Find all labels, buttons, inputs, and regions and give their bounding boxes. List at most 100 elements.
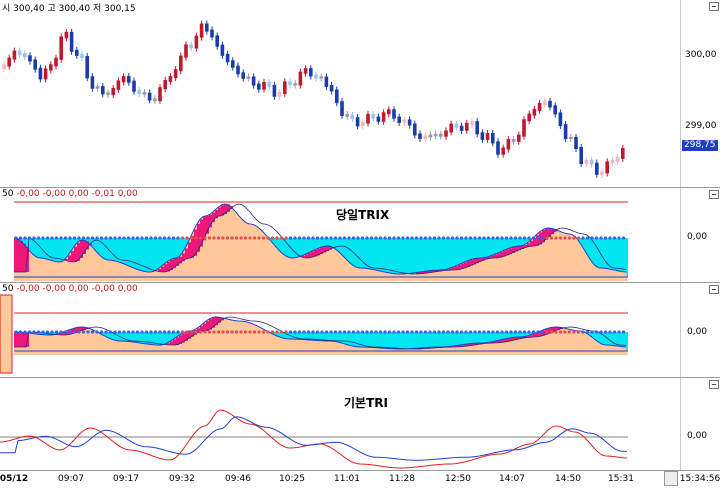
zero-line-dot [63,236,68,240]
tri-axis[interactable]: 0,00 [680,378,720,470]
zero-line-dot [396,330,401,334]
zero-line-dot [311,330,315,334]
candle-body [241,72,245,79]
zero-line-dot [162,330,167,334]
panel-minimize-button[interactable] [709,285,719,294]
tri-indicator-chart [0,409,628,469]
price-panel[interactable]: 시 300,40 고 300,40 저 300,15 [0,0,680,187]
candle-body [475,121,479,135]
panel-divider[interactable] [0,187,720,188]
price-axis[interactable]: 300,00 299,00 [680,0,720,187]
candle-body [381,112,386,122]
candle-body [75,49,79,56]
zero-line-dot [72,330,77,334]
zero-line-dot [360,330,365,334]
candle-body [23,52,27,58]
zero-line-dot [324,236,329,240]
zero-line-dot [576,330,581,334]
zero-line-dot [90,330,95,334]
zero-line-dot [572,330,576,334]
candle-body [345,113,349,117]
candle-body [543,100,547,105]
zero-line-dot [189,330,194,334]
candle-body [366,113,370,124]
panel-minimize-button[interactable] [709,2,719,11]
candle-body [610,159,615,164]
candlestick-chart [2,20,625,178]
candle-body [184,44,188,58]
zero-line-dot [306,236,311,240]
trix2-panel[interactable]: 50 -0,00 -0,00 0,00 -0,00 0,00 [0,283,680,377]
zero-line-dot [27,330,32,334]
scroll-left-button[interactable] [664,471,678,486]
zero-line-dot [594,330,599,334]
candle-body [236,65,240,75]
zero-line-dot [270,330,275,334]
candle-body [215,35,219,47]
zero-line-dot [104,236,108,240]
zero-line-dot [365,236,369,240]
candle-body [220,44,225,56]
zero-line-dot [230,330,234,334]
zero-line-dot [225,330,230,334]
zero-line-dot [122,330,126,334]
zero-line-dot [288,236,293,240]
zero-line-dot [23,236,27,240]
candle-body [95,86,100,89]
panel-divider[interactable] [0,282,720,283]
zero-line-dot [351,330,356,334]
zero-line-dot [585,330,590,334]
zero-line-dot [522,236,527,240]
zero-line-dot [252,236,257,240]
zero-line-dot [603,330,608,334]
candle-body [303,68,308,74]
tri-panel[interactable]: 기본TRI [0,378,680,470]
zero-line-dot [464,236,468,240]
candle-body [210,29,214,38]
zero-line-dot [509,236,513,240]
candle-body [418,133,422,139]
candle-body [246,76,251,79]
zero-line-dot [540,236,545,240]
trix2-axis[interactable]: 0,00 [680,283,720,377]
zero-line-dot [194,330,198,334]
zero-line-dot [302,236,306,240]
zero-line-dot [176,330,180,334]
zero-line-dot [545,236,549,240]
zero-line-dot [401,330,405,334]
trix-panel[interactable]: 50 -0,00 -0,00 0,00 -0,01 0,00 당일TRIX [0,188,680,282]
zero-line-dot [221,236,225,240]
candle-body [142,91,147,95]
zero-line-dot [486,236,491,240]
panel-divider[interactable] [0,377,720,378]
zero-line-dot [617,330,621,334]
candle-body [288,81,292,86]
candle-body [267,81,271,87]
zero-line-dot [590,330,594,334]
panel-minimize-button[interactable] [709,380,719,389]
zero-line-dot [257,330,261,334]
trix-readout-last: 0,00 [117,189,138,199]
time-axis[interactable]: 05/12 09:07 09:17 09:32 09:46 10:25 11:0… [0,470,720,489]
candle-body [584,159,589,165]
price-tick-label: 299,00 [685,121,717,131]
zero-line-dot [257,236,261,240]
trix-axis[interactable]: 0,00 [680,188,720,282]
zero-line-dot [324,330,329,334]
candle-body [225,53,230,63]
zero-line-dot [239,236,243,240]
trix-signal-line [14,203,627,275]
zero-line-dot [225,236,230,240]
candle-body [179,55,183,72]
zero-line-dot [122,236,126,240]
candle-body [340,101,344,116]
panel-minimize-button[interactable] [709,190,719,199]
zero-line-dot [491,236,495,240]
zero-line-dot [54,330,59,334]
zero-line-dot [329,236,333,240]
candle-body [553,105,557,115]
zero-line-dot [536,236,540,240]
trix2-readout-values: -0,00 -0,00 0,00 -0,00 [16,284,115,294]
candle-body [158,87,162,102]
zero-line-dot [347,330,351,334]
